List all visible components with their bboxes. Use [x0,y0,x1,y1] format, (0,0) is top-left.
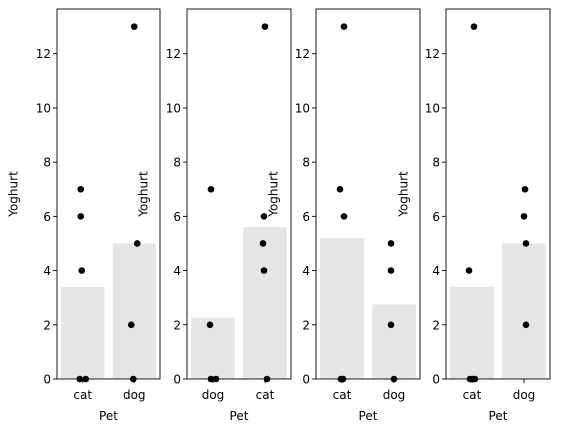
y-axis-label: Yoghurt [267,171,281,218]
data-point [260,267,268,274]
y-tick-label: 12 [425,47,440,61]
x-axis-label: Pet [489,409,508,423]
data-point [127,321,135,329]
y-tick-label: 0 [302,373,310,387]
subplot-1: 0 2 4 6 8 10 12 cat dog Pet Yoghurt [7,8,161,423]
subplot-4: 0 2 4 6 8 10 12 cat dog Pet Yoghurt [397,8,551,423]
y-tick-label: 0 [432,373,440,387]
data-point [336,185,344,193]
x-tick-label-cat: cat [256,388,275,402]
bar-dog [502,243,546,379]
y-tick-label: 6 [302,210,310,224]
y-tick-label: 12 [166,47,181,61]
y-tick-label: 6 [43,210,51,224]
data-point [520,213,528,220]
y-tick-label: 2 [43,318,51,332]
data-point [259,240,267,247]
data-point [522,240,530,247]
axes-frame [315,8,421,380]
y-tick-label: 8 [43,156,51,170]
y-tick-label: 6 [432,210,440,224]
subplot-2: 0 2 4 6 8 10 12 dog cat Pet Yoghurt [137,8,292,423]
data-point [387,240,395,247]
x-axis-label: Pet [230,409,249,423]
bar-cat [61,286,105,379]
y-tick-label: 8 [302,156,310,170]
y-tick-label: 0 [173,373,181,387]
x-tick-label-dog: dog [202,388,225,402]
y-tick-label: 2 [173,318,181,332]
y-tick-label: 10 [36,101,51,115]
y-tick-label: 4 [173,264,181,278]
bar-cat [450,286,494,379]
data-point [77,185,85,193]
data-point [522,321,530,329]
data-point [207,185,215,193]
data-point [470,23,478,30]
axes-frame [445,8,551,380]
data-point [130,23,138,30]
data-point [465,267,473,274]
y-tick-label: 8 [432,156,440,170]
subplot-3: 0 2 4 6 8 10 12 cat dog Pet Yoghurt [267,8,421,423]
x-tick-label-cat: cat [463,388,482,402]
data-point [78,267,86,274]
data-point [521,185,529,193]
data-point [387,267,395,274]
data-point [260,213,268,220]
x-tick-label-dog: dog [123,388,146,402]
bar-dog [372,304,416,379]
y-tick-label: 2 [302,318,310,332]
bar-cat [320,238,364,379]
x-tick-label-dog: dog [383,388,406,402]
y-tick-label: 8 [173,156,181,170]
x-axis-label: Pet [99,409,118,423]
x-axis-label: Pet [359,409,378,423]
y-tick-label: 10 [166,101,181,115]
y-tick-label: 4 [302,264,310,278]
bar-dog [112,243,156,379]
axes-frame [56,8,161,380]
y-axis-label: Yoghurt [137,171,151,218]
y-tick-label: 2 [432,318,440,332]
y-tick-label: 10 [425,101,440,115]
data-point [340,213,348,220]
x-tick-label-cat: cat [73,388,92,402]
data-point [387,321,395,329]
y-tick-label: 12 [36,47,51,61]
y-axis-label: Yoghurt [397,171,411,218]
y-tick-label: 4 [432,264,440,278]
y-tick-label: 6 [173,210,181,224]
y-axis-label: Yoghurt [7,171,21,218]
data-point [206,321,214,329]
y-tick-label: 0 [43,373,51,387]
x-tick-label-dog: dog [513,388,536,402]
axes-frame [186,8,292,380]
data-point [133,240,141,247]
bar-dog [191,318,235,379]
data-point [261,23,269,30]
y-tick-label: 4 [43,264,51,278]
data-point [340,23,348,30]
x-tick-label-cat: cat [333,388,352,402]
data-point [77,213,85,220]
bar-cat [243,227,287,379]
y-tick-label: 10 [295,101,310,115]
y-tick-label: 12 [295,47,310,61]
